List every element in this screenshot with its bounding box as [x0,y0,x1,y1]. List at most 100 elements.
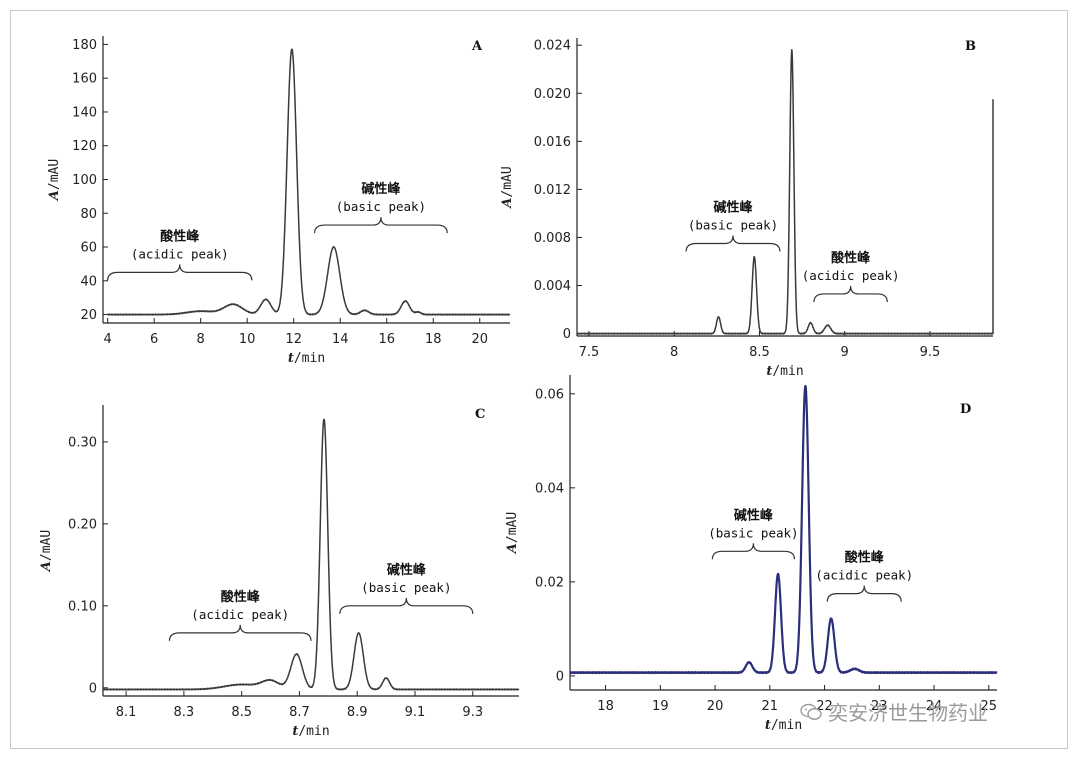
y-tick-label: 0.012 [534,183,571,198]
panel-c: 8.1 8.3 8.5 8.7 8.9 9.1 9.3 0 0.10 0.20 0.30 t/min A… [39,405,520,739]
watermark-text: 奕安济世生物药业 [828,701,988,725]
panel-letter: A [471,39,483,54]
x-tick-label: 7.5 [579,345,600,360]
x-tick-label: 23 [871,699,888,714]
panel-letter: B [965,39,976,54]
y-tick-label: 0.20 [68,517,97,532]
chromatogram-trace [107,48,511,316]
chromatogram-trace [576,49,994,335]
x-tick-label: 9 [841,345,849,360]
figure-frame [10,10,1068,749]
panel-letter: C [475,407,485,422]
x-tick-label: 21 [762,699,779,714]
chromatogram-trace [569,384,998,675]
x-axis-title-symbol: t [766,364,772,379]
x-tick-label: 25 [981,699,998,714]
x-axis-title-symbol: t [292,724,298,739]
y-tick-label: 0 [89,681,97,696]
x-tick-label: 24 [926,699,943,714]
x-tick-label: 8.7 [289,705,310,720]
x-axis-title-unit: /min [771,718,802,733]
y-tick-label: 180 [72,38,97,53]
y-tick-label: 0.02 [535,575,564,590]
y-tick-label: 0.10 [68,599,97,614]
y-axis-title: A/mAU [500,166,515,209]
peak-region-brace [314,217,448,234]
panel-b: 7.5 8 8.5 9 9.5 0 0.004 0.008 0.012 0.016 0.020 0.0… [500,38,994,379]
annotation-chinese: 酸性峰 [221,589,261,605]
peak-region-brace [711,543,796,560]
y-axis-title-symbol: A [500,198,515,210]
y-axis-title-unit: /mAU [505,512,520,543]
y-tick-label: 20 [80,308,97,323]
annotation-english: (basic peak) [361,580,451,595]
panel-letter: D [960,402,971,417]
annotation-english: (basic peak) [688,217,778,232]
x-tick-label: 14 [332,332,349,347]
x-tick-label: 8.9 [347,705,368,720]
x-axis-title-symbol: t [288,351,294,366]
x-axis-title: t/min [292,724,329,739]
y-tick-label: 0 [563,327,571,342]
y-tick-label: 0.30 [68,435,97,450]
x-tick-label: 8.5 [749,345,770,360]
peak-region-brace [339,597,474,614]
y-tick-label: 60 [80,241,97,256]
annotation-english: (acidic peak) [802,268,900,283]
annotation-english: (acidic peak) [191,607,289,622]
annotation-chinese: 碱性峰 [387,562,427,578]
peak-region-brace [826,585,902,602]
y-tick-label: 120 [72,139,97,154]
annotation-chinese: 碱性峰 [361,181,401,197]
annotation-english: (acidic peak) [815,568,913,583]
x-tick-label: 9.5 [920,345,941,360]
peak-region-brace [685,235,781,252]
x-tick-label: 18 [597,699,614,714]
x-axis-title: t/min [765,718,802,733]
x-tick-label: 12 [285,332,302,347]
x-tick-label: 9.1 [405,705,426,720]
x-tick-label: 16 [378,332,395,347]
x-axis-title-unit: /min [294,351,325,366]
y-tick-label: 0.04 [535,481,564,496]
y-tick-label: 80 [80,207,97,222]
annotation-english: (acidic peak) [131,246,229,261]
y-tick-label: 0.004 [534,279,571,294]
x-axis-title-unit: /min [772,364,803,379]
y-axis-title-symbol: A [39,561,54,573]
panel-d: 18 19 20 21 22 23 24 2500.020.040.06t/minA/mAUD… [505,375,998,733]
y-axis-title-symbol: A [47,190,62,202]
y-axis-title-symbol: A [505,543,520,555]
peak-region-brace [168,624,312,641]
x-tick-label: 9.3 [462,705,483,720]
x-axis-title: t/min [288,351,325,366]
y-axis-title: A/mAU [505,512,520,555]
x-tick-label: 8 [670,345,678,360]
x-tick-label: 10 [239,332,256,347]
y-tick-label: 0.016 [534,135,571,150]
annotation-chinese: 酸性峰 [831,250,871,266]
annotation-english: (basic peak) [336,199,426,214]
y-axis-title-unit: /mAU [39,530,54,561]
watermark: 奕安济世生物药业 [800,697,988,726]
x-axis-title-unit: /min [298,724,329,739]
annotation-chinese: 碱性峰 [713,199,753,215]
y-tick-label: 100 [72,173,97,188]
annotation-chinese: 酸性峰 [160,228,200,244]
annotation-chinese: 酸性峰 [845,550,885,566]
y-axis-title: A/mAU [39,530,54,573]
y-axis-title-unit: /mAU [500,166,515,197]
x-axis-title-symbol: t [765,718,771,733]
x-tick-label: 20 [707,699,724,714]
x-tick-label: 18 [425,332,442,347]
y-axis-title: A/mAU [47,159,62,202]
y-tick-label: 40 [80,274,97,289]
x-tick-label: 19 [652,699,669,714]
wechat-icon [800,703,822,720]
y-tick-label: 0.008 [534,231,571,246]
x-tick-label: 8.3 [174,705,195,720]
y-axis-title-unit: /mAU [47,159,62,190]
y-tick-label: 0.06 [535,387,564,402]
y-tick-label: 0.020 [534,87,571,102]
